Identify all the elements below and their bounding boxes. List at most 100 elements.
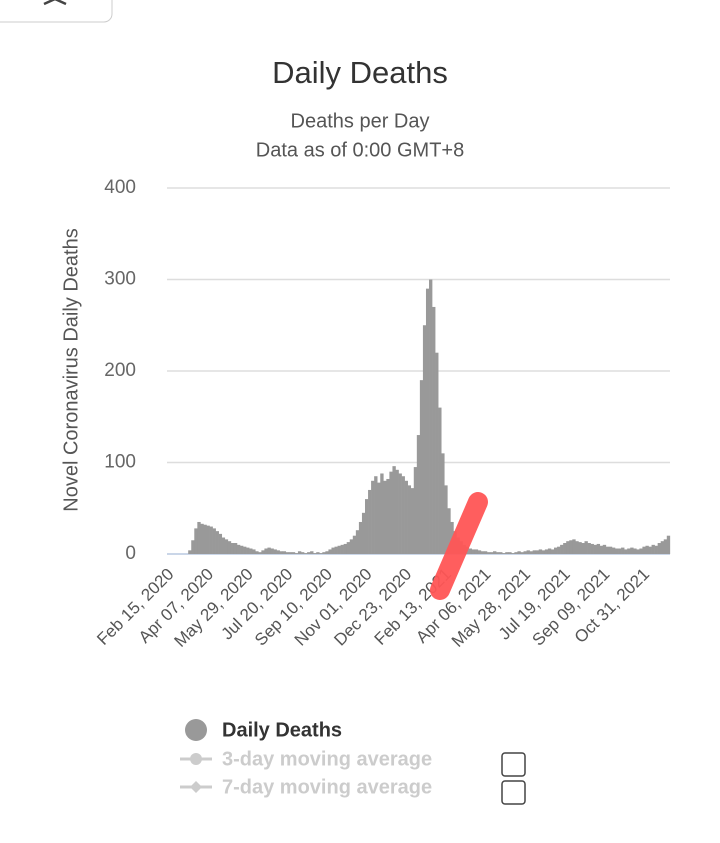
bar [252, 549, 256, 554]
bar [614, 548, 619, 554]
bar [471, 549, 476, 554]
bar [304, 553, 308, 554]
bar [188, 550, 192, 554]
bar [236, 544, 241, 554]
bar [578, 542, 582, 554]
chart-subtitle: Deaths per Day [291, 110, 430, 132]
bar [230, 543, 235, 554]
bar [337, 545, 341, 554]
bar [633, 548, 637, 554]
bar [300, 552, 305, 554]
bar [666, 535, 671, 554]
bar [611, 547, 616, 554]
bar [441, 453, 445, 554]
legend-label[interactable]: Daily Deaths [222, 719, 342, 741]
close-button[interactable] [0, 0, 113, 23]
bar [624, 549, 628, 554]
bar [422, 325, 427, 554]
y-tick-label: 300 [104, 269, 136, 290]
bar [425, 288, 430, 554]
bar [657, 543, 662, 554]
bar [261, 550, 265, 554]
bar [618, 548, 622, 554]
bar [511, 553, 515, 554]
bar [654, 545, 658, 554]
bar [413, 467, 418, 554]
bar [639, 548, 643, 554]
bar [368, 489, 372, 554]
bar [489, 552, 494, 554]
bar [297, 551, 302, 554]
bar [276, 550, 280, 554]
bar [264, 548, 268, 554]
legend-label[interactable]: 3-day moving average [222, 748, 432, 770]
bar [197, 521, 201, 554]
bar [560, 544, 564, 554]
bar [660, 541, 665, 554]
bar [584, 541, 588, 554]
bar [386, 478, 390, 554]
bar [334, 546, 338, 554]
bar [246, 547, 250, 554]
bar [224, 539, 229, 554]
bar [383, 480, 387, 554]
bar [331, 547, 335, 554]
checkbox[interactable] [501, 752, 526, 777]
bar [477, 550, 482, 554]
legend-marker [190, 753, 202, 765]
bar [227, 541, 232, 554]
bar [343, 543, 348, 554]
bar [605, 546, 610, 554]
legend-label[interactable]: 7-day moving average [222, 776, 432, 798]
bar [636, 549, 640, 554]
bar [191, 540, 195, 554]
bar [547, 548, 552, 554]
legend: Daily Deaths 3-day moving average 7-day … [180, 719, 526, 805]
bar [395, 469, 399, 554]
bar [538, 549, 543, 554]
bar [380, 473, 384, 554]
bar [541, 550, 546, 554]
bar [267, 547, 271, 554]
y-tick-label: 200 [104, 360, 136, 381]
bar [410, 488, 415, 554]
bar [483, 551, 488, 554]
bar [398, 473, 402, 554]
bar [544, 549, 549, 554]
bar [407, 485, 412, 554]
bar [429, 279, 433, 554]
bar [249, 548, 253, 554]
bar [322, 552, 326, 554]
bar [377, 482, 381, 554]
bar [432, 306, 436, 554]
bar [361, 512, 366, 554]
bar [203, 524, 207, 554]
bar [554, 547, 558, 554]
y-tick-label: 100 [104, 452, 136, 473]
legend-marker [185, 719, 207, 741]
bar [404, 480, 408, 554]
bar [346, 542, 351, 554]
bar [310, 551, 314, 554]
bar [502, 553, 506, 554]
bar [349, 539, 354, 554]
bar [535, 550, 540, 554]
bar [389, 471, 393, 554]
bar [581, 543, 585, 554]
bar [313, 553, 317, 554]
y-tick-label: 400 [104, 177, 136, 198]
bar [621, 547, 625, 554]
bar [282, 551, 287, 554]
bar [630, 547, 634, 554]
bar [255, 551, 259, 554]
bar [294, 553, 299, 554]
bar [663, 539, 668, 554]
checkbox[interactable] [501, 780, 526, 805]
bar [374, 476, 378, 554]
bar [496, 552, 500, 554]
bar [316, 552, 320, 554]
bar [258, 552, 262, 554]
bar [352, 535, 357, 554]
